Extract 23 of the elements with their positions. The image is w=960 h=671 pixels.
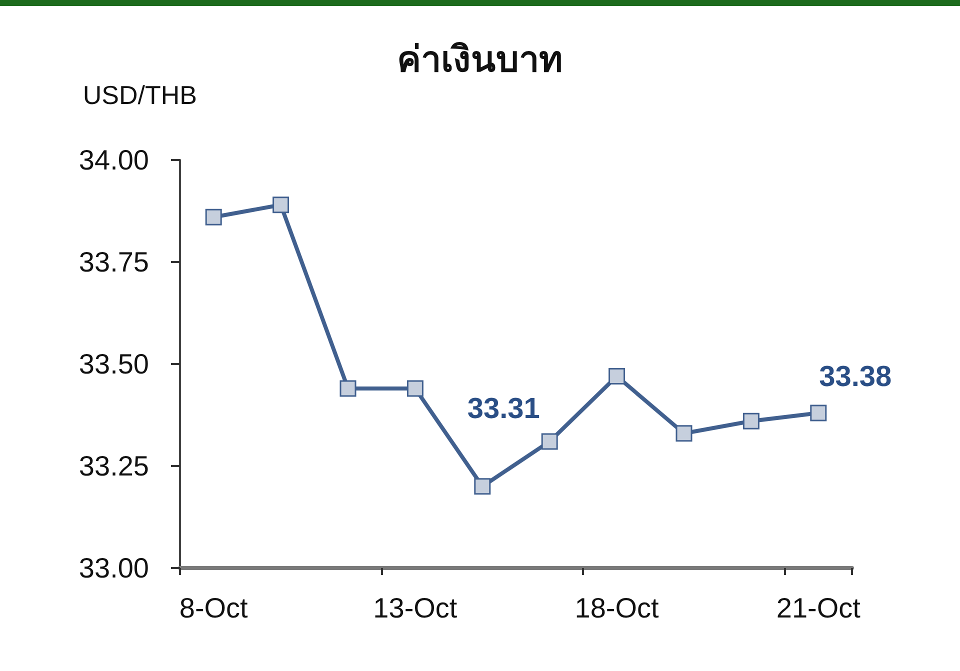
- point: [340, 380, 356, 397]
- point: [541, 433, 558, 450]
- point: [205, 208, 222, 226]
- y-tick-label: 33.75: [78, 246, 149, 278]
- point: [406, 380, 424, 397]
- data-label: 33.31: [467, 392, 540, 425]
- x-tick-label: 18-Oct: [574, 592, 660, 624]
- y-tick-label: 33.50: [78, 348, 149, 380]
- x-tick-label: 8-Oct: [179, 592, 248, 624]
- data-label: 33.38: [819, 361, 892, 394]
- point: [676, 425, 692, 442]
- y-tick-label: 33.25: [78, 450, 149, 482]
- point: [742, 412, 760, 430]
- point: [608, 368, 626, 384]
- y-tick-label: 34.00: [78, 144, 149, 176]
- y-axis-title: USD/THB: [82, 80, 197, 110]
- x-tick-label: 13-Oct: [373, 592, 458, 624]
- y-tick-label: 33.00: [78, 552, 149, 584]
- point: [810, 404, 827, 422]
- point: [474, 478, 491, 495]
- chart-title: ค่าเงินบาท: [397, 40, 563, 80]
- point: [272, 196, 290, 214]
- x-tick-label: 21-Oct: [776, 592, 861, 624]
